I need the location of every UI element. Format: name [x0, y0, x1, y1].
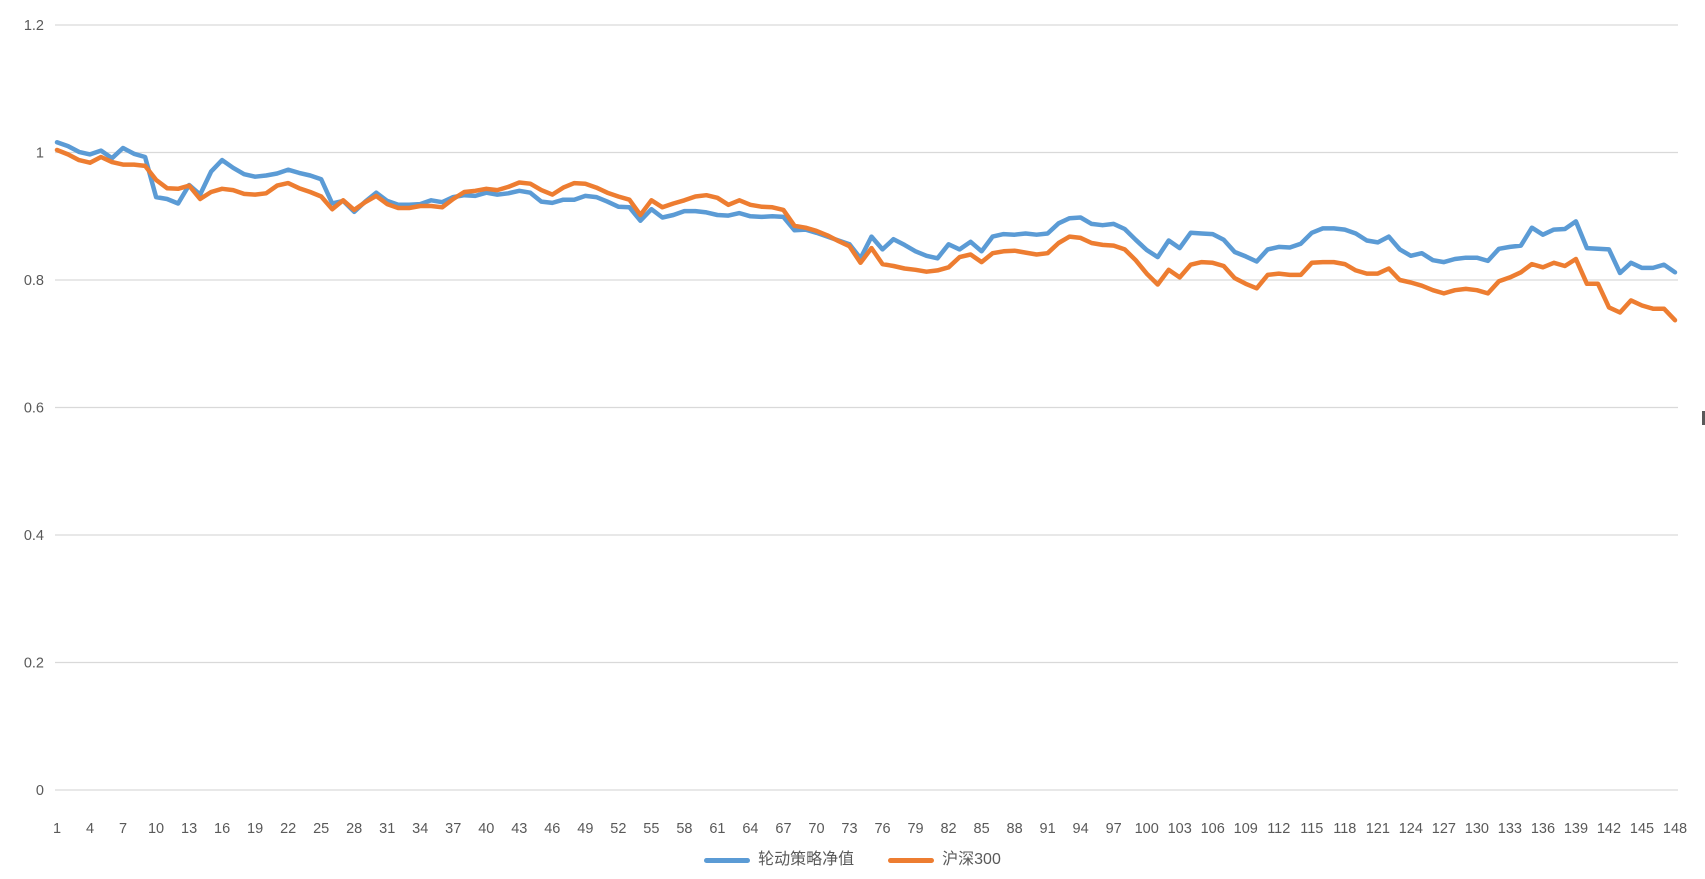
- x-tick-label: 40: [478, 821, 494, 837]
- y-tick-label: 0.6: [24, 401, 44, 417]
- x-tick-label: 97: [1106, 821, 1122, 837]
- x-tick-label: 145: [1630, 821, 1654, 837]
- x-tick-label: 121: [1366, 821, 1390, 837]
- x-tick-label: 94: [1073, 821, 1089, 837]
- x-tick-label: 4: [86, 821, 94, 837]
- x-tick-label: 139: [1564, 821, 1588, 837]
- x-tick-label: 43: [511, 821, 527, 837]
- x-tick-label: 88: [1007, 821, 1023, 837]
- x-tick-label: 118: [1333, 821, 1356, 837]
- legend-label-strategy: 轮动策略净值: [758, 851, 855, 868]
- x-tick-label: 52: [610, 821, 626, 837]
- x-tick-label: 58: [676, 821, 692, 837]
- x-tick-label: 19: [247, 821, 263, 837]
- x-tick-label: 130: [1465, 821, 1489, 837]
- x-tick-label: 22: [280, 821, 296, 837]
- x-tick-label: 133: [1498, 821, 1522, 837]
- y-tick-label: 0.4: [24, 528, 44, 544]
- y-tick-label: 0: [36, 783, 44, 799]
- x-tick-label: 37: [445, 821, 461, 837]
- x-tick-label: 91: [1040, 821, 1056, 837]
- x-tick-label: 55: [643, 821, 659, 837]
- x-tick-label: 1: [53, 821, 61, 837]
- x-tick-label: 76: [874, 821, 890, 837]
- y-tick-label: 0.8: [24, 273, 44, 289]
- x-tick-label: 7: [119, 821, 127, 837]
- x-tick-label: 31: [379, 821, 395, 837]
- x-tick-label: 112: [1267, 821, 1290, 837]
- x-tick-label: 100: [1135, 821, 1159, 837]
- x-tick-label: 109: [1234, 821, 1258, 837]
- right-edge-text-fragment: [1702, 411, 1705, 425]
- x-tick-label: 34: [412, 821, 428, 837]
- x-tick-label: 49: [577, 821, 593, 837]
- x-tick-label: 16: [214, 821, 230, 837]
- x-tick-label: 64: [742, 821, 758, 837]
- y-tick-label: 1: [36, 146, 44, 162]
- x-tick-label: 85: [974, 821, 990, 837]
- x-tick-label: 127: [1432, 821, 1456, 837]
- x-tick-label: 10: [148, 821, 164, 837]
- x-tick-label: 142: [1597, 821, 1621, 837]
- legend-item-hs300: 沪深300: [888, 852, 1001, 868]
- x-tick-label: 103: [1168, 821, 1192, 837]
- legend-item-strategy: 轮动策略净值: [704, 852, 854, 868]
- x-tick-label: 106: [1201, 821, 1225, 837]
- series-line-strategy: [54, 140, 1678, 276]
- x-tick-label: 136: [1531, 821, 1555, 837]
- x-tick-label: 67: [775, 821, 791, 837]
- x-tick-label: 25: [313, 821, 329, 837]
- x-tick-label: 46: [544, 821, 560, 837]
- x-tick-label: 73: [841, 821, 857, 837]
- y-tick-label: 0.2: [24, 656, 44, 672]
- x-tick-label: 70: [808, 821, 824, 837]
- legend-label-hs300: 沪深300: [942, 851, 1001, 868]
- x-tick-label: 13: [181, 821, 197, 837]
- x-tick-label: 124: [1399, 821, 1423, 837]
- x-tick-label: 115: [1300, 821, 1323, 837]
- series-line-hs300: [54, 147, 1678, 323]
- x-tick-label: 82: [940, 821, 956, 837]
- x-tick-label: 79: [907, 821, 923, 837]
- x-tick-label: 28: [346, 821, 362, 837]
- legend-swatch-strategy-icon: [704, 857, 751, 863]
- x-tick-label: 61: [709, 821, 725, 837]
- y-tick-label: 1.2: [24, 18, 44, 34]
- legend-swatch-hs300-icon: [888, 857, 935, 863]
- x-tick-label: 148: [1663, 821, 1687, 837]
- legend: 轮动策略净值 沪深300: [0, 846, 1705, 874]
